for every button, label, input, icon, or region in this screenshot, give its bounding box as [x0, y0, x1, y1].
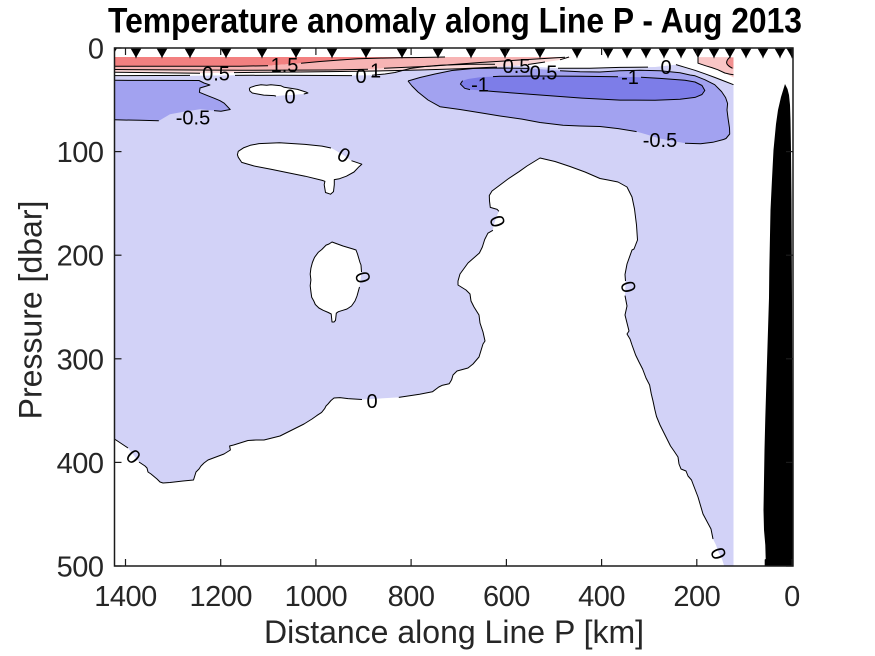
svg-text:500: 500 — [57, 552, 104, 584]
svg-text:0: 0 — [784, 581, 800, 613]
svg-text:-0.5: -0.5 — [176, 108, 210, 130]
svg-text:300: 300 — [57, 344, 104, 376]
svg-text:0: 0 — [355, 66, 366, 88]
svg-text:1: 1 — [370, 61, 381, 83]
svg-text:0: 0 — [366, 391, 377, 413]
svg-text:1.5: 1.5 — [271, 55, 299, 77]
svg-text:Distance along Line P [km]: Distance along Line P [km] — [264, 614, 644, 650]
svg-text:-1: -1 — [471, 75, 489, 97]
svg-text:Pressure [dbar]: Pressure [dbar] — [13, 201, 49, 420]
svg-text:400: 400 — [57, 448, 104, 480]
svg-text:600: 600 — [483, 581, 530, 613]
svg-text:200: 200 — [57, 241, 104, 273]
svg-text:800: 800 — [388, 581, 435, 613]
svg-text:0.5: 0.5 — [503, 56, 531, 78]
svg-text:1000: 1000 — [285, 581, 348, 613]
svg-text:100: 100 — [57, 137, 104, 169]
svg-text:0: 0 — [284, 87, 295, 109]
svg-text:0: 0 — [88, 34, 104, 66]
svg-text:400: 400 — [578, 581, 625, 613]
svg-text:200: 200 — [673, 581, 720, 613]
svg-text:-0.5: -0.5 — [643, 130, 677, 152]
svg-text:1400: 1400 — [94, 581, 157, 613]
svg-text:Temperature anomaly along Line: Temperature anomaly along Line P - Aug 2… — [108, 2, 802, 41]
svg-text:0: 0 — [350, 269, 374, 285]
svg-text:1200: 1200 — [189, 581, 252, 613]
svg-text:-1: -1 — [621, 67, 639, 89]
svg-text:0.5: 0.5 — [202, 64, 230, 86]
svg-text:0: 0 — [615, 279, 639, 295]
svg-text:0: 0 — [660, 57, 671, 79]
svg-text:0.5: 0.5 — [530, 63, 558, 85]
